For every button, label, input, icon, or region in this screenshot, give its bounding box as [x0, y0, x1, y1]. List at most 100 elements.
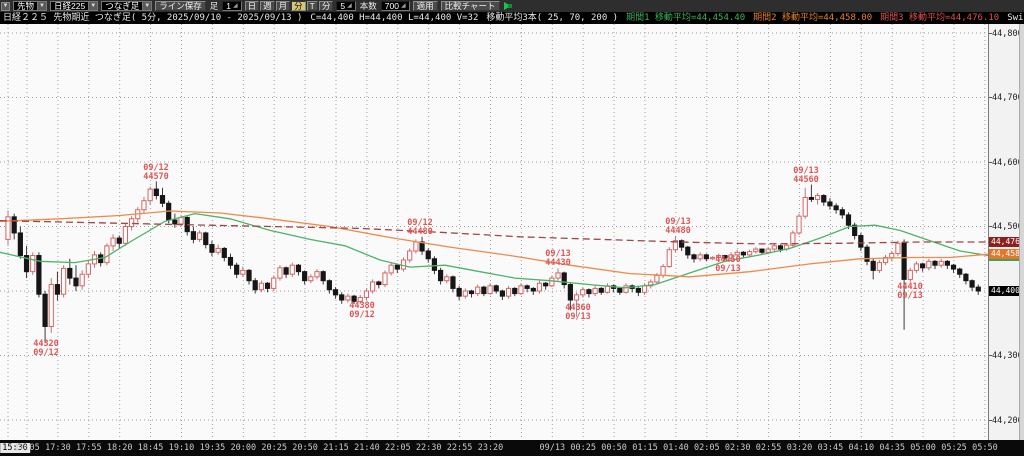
candle — [814, 195, 821, 200]
period-button-T[interactable]: T — [306, 1, 318, 11]
candle — [413, 241, 419, 252]
x-axis-label: 18:20 — [106, 443, 133, 453]
symbol-select-value: 日経225 — [54, 1, 86, 11]
market-select[interactable]: 先物 ▼ — [13, 1, 48, 11]
x-axis-label: 17:55 — [76, 443, 102, 453]
candle — [926, 260, 932, 269]
vertical-scrollbar[interactable] — [1019, 24, 1024, 440]
candle — [573, 294, 580, 301]
x-axis-label: 03:20 — [786, 443, 813, 453]
line-save-button[interactable]: ライン保存 — [155, 1, 206, 11]
candle — [178, 216, 184, 225]
x-axis-label: 04:10 — [848, 443, 875, 453]
y-axis-label: 44,600.00 — [992, 157, 1024, 168]
x-axis-label: 23:20 — [477, 443, 504, 453]
x-axis-label: 22:55 — [446, 443, 473, 453]
candle — [357, 296, 363, 302]
candle — [462, 290, 468, 297]
candle — [425, 250, 431, 260]
spinner-icon[interactable]: ◢ — [232, 3, 238, 9]
period-button-日[interactable]: 日 — [244, 1, 260, 11]
x-axis-label: 04:35 — [879, 443, 905, 453]
price-chart[interactable]: 44320 09/12 09/12 44570 44380 09/12 09/12 44480… — [0, 24, 989, 440]
chart-type-select[interactable]: つなぎ足 ▼ — [101, 1, 153, 11]
period-button-月[interactable]: 月 — [275, 1, 291, 11]
candle — [23, 255, 30, 273]
x-axis-label: 05:00 — [910, 443, 936, 453]
candle — [969, 280, 975, 288]
candle — [709, 256, 716, 260]
spinner-icon[interactable]: ◢ — [347, 3, 352, 9]
candle — [110, 237, 116, 247]
x-axis-label: 02:30 — [724, 443, 751, 453]
candle — [450, 276, 456, 289]
candle — [975, 286, 981, 292]
y-axis-tick — [989, 161, 992, 163]
x-axis-label-session-start: 15:30 — [0, 443, 30, 453]
candle — [950, 264, 957, 270]
candle — [747, 251, 753, 256]
y-axis-label: 44,500.00 — [992, 222, 1024, 232]
chart-status-bar: 日経２２５ 先物期近 つなぎ足( 5分, 2025/09/10 - 2025/0… — [0, 12, 1024, 24]
y-axis-label: 44,300.00 — [992, 351, 1024, 361]
candle — [295, 264, 302, 273]
y-axis-tick — [989, 97, 992, 98]
candle — [116, 237, 122, 244]
bars-input[interactable]: 700 ◢ — [380, 1, 410, 11]
green-arrow-icon[interactable] — [503, 1, 513, 11]
candle — [382, 272, 388, 286]
grid-lines — [0, 24, 988, 440]
chevron-down-icon[interactable]: ▼ — [37, 2, 47, 10]
candle — [320, 271, 326, 282]
chevron-down-icon[interactable]: ▼ — [1, 1, 10, 11]
spinner-icon[interactable]: ◢ — [400, 3, 406, 9]
period-button-分[interactable]: 分 — [318, 1, 334, 11]
symbol-select[interactable]: 日経225 ▼ — [50, 1, 99, 11]
candle — [512, 287, 518, 295]
y-axis-label: 44,200.00 — [992, 415, 1024, 426]
instrument-info: 日経２２５ 先物期近 つなぎ足( 5分, 2025/09/10 - 2025/0… — [3, 13, 303, 23]
candle — [796, 215, 802, 234]
x-axis-label: 00:50 — [601, 443, 627, 453]
candle — [518, 285, 524, 295]
period-button-分[interactable]: 分 — [291, 1, 306, 11]
candle — [85, 263, 91, 275]
x-axis-label: 20:25 — [261, 443, 287, 453]
compare-chart-button[interactable]: 比較チャート — [440, 1, 500, 11]
candle — [654, 275, 660, 283]
candle — [240, 269, 246, 275]
candle — [67, 267, 73, 279]
candle — [499, 290, 505, 297]
ma-lines — [0, 210, 989, 289]
chevron-down-icon[interactable]: ▼ — [142, 2, 152, 10]
time-axis: 215:3017:0517:3017:5518:2018:4519:1019:3… — [0, 440, 1024, 456]
candle — [252, 280, 258, 291]
candle — [438, 269, 444, 282]
apply-button[interactable]: 適用 — [412, 1, 438, 11]
chevron-down-icon[interactable]: ▼ — [88, 2, 98, 10]
candle — [944, 260, 950, 266]
bars-label: 本数 — [359, 1, 377, 11]
interval-input[interactable]: 5 ◢ — [336, 1, 356, 11]
candle — [196, 232, 203, 240]
candle — [388, 264, 394, 274]
candle — [264, 282, 271, 289]
x-axis-label: 22:30 — [415, 443, 442, 453]
ashi-count-input[interactable]: 1 ◢ — [222, 1, 242, 11]
candle — [598, 287, 604, 293]
candle — [728, 254, 734, 259]
y-axis-tick — [989, 226, 992, 227]
candlestick-chart-svg[interactable]: 44320 09/12 09/12 44570 44380 09/12 09/12 44480… — [0, 24, 989, 440]
candle — [716, 255, 722, 258]
candle — [141, 200, 147, 211]
swingpoint-view-label: SwingPoint View — [1007, 13, 1024, 23]
y-axis-tick — [989, 355, 992, 356]
candle — [852, 224, 858, 237]
candle — [289, 264, 295, 275]
period-button-週[interactable]: 週 — [260, 1, 275, 11]
candle — [957, 268, 963, 275]
candle — [48, 284, 54, 327]
candle — [481, 286, 487, 295]
candle — [938, 260, 944, 266]
candle — [592, 287, 598, 295]
